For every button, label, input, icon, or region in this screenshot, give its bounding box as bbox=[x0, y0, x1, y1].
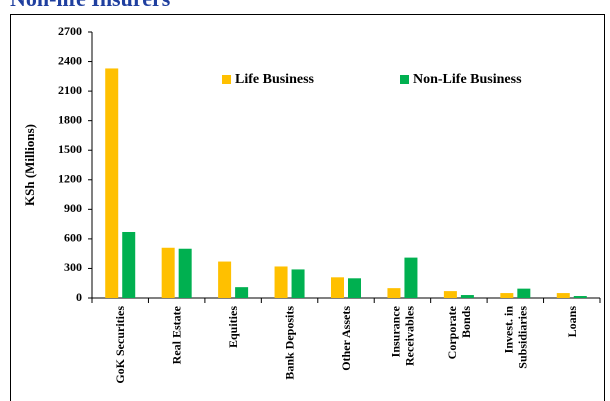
y-tick-label: 0 bbox=[76, 290, 82, 304]
bar bbox=[235, 287, 249, 298]
legend-swatch bbox=[222, 75, 231, 84]
bar bbox=[178, 248, 192, 298]
x-tick-label: Loans bbox=[565, 306, 579, 338]
y-tick-label: 300 bbox=[64, 260, 82, 274]
legend-label: Non-Life Business bbox=[413, 72, 522, 87]
x-tick-label: GoK Securities bbox=[113, 306, 127, 384]
bar bbox=[105, 68, 119, 299]
legend-swatch bbox=[400, 75, 409, 84]
y-axis-label: KSh (Millions) bbox=[22, 124, 37, 206]
x-tick-label: CorporateBonds bbox=[445, 305, 473, 359]
legend-label: Life Business bbox=[235, 72, 315, 87]
bar bbox=[443, 291, 457, 298]
y-tick-label: 1200 bbox=[58, 172, 82, 186]
y-tick-label: 1800 bbox=[58, 112, 82, 126]
bar bbox=[460, 295, 474, 298]
bar bbox=[218, 261, 232, 298]
bar bbox=[122, 231, 136, 298]
bar bbox=[348, 278, 361, 298]
chart-title: Non-life Insurers bbox=[10, 0, 171, 11]
bar bbox=[500, 293, 514, 298]
bar bbox=[161, 247, 175, 298]
y-tick-label: 2700 bbox=[58, 24, 82, 38]
y-tick-label: 2100 bbox=[58, 83, 82, 97]
y-tick-label: 600 bbox=[64, 231, 82, 245]
bar bbox=[274, 266, 288, 298]
bar bbox=[291, 269, 305, 298]
chart-frame bbox=[10, 14, 605, 401]
bar bbox=[387, 288, 401, 298]
x-tick-label: Other Assets bbox=[339, 306, 353, 371]
bar bbox=[331, 277, 344, 298]
bar bbox=[517, 288, 531, 298]
y-tick-label: 2400 bbox=[58, 53, 82, 67]
x-tick-label: Bank Deposits bbox=[283, 306, 297, 380]
x-tick-label: Equities bbox=[226, 306, 240, 348]
bar bbox=[573, 296, 587, 298]
x-tick-label: InsuranceReceivables bbox=[388, 305, 416, 366]
bar bbox=[556, 293, 570, 298]
bar bbox=[404, 257, 418, 298]
x-tick-label: Real Estate bbox=[170, 305, 184, 364]
y-tick-label: 1500 bbox=[58, 142, 82, 156]
y-tick-label: 900 bbox=[64, 201, 82, 215]
x-tick-label: Invest. inSubsidiaries bbox=[501, 306, 529, 369]
